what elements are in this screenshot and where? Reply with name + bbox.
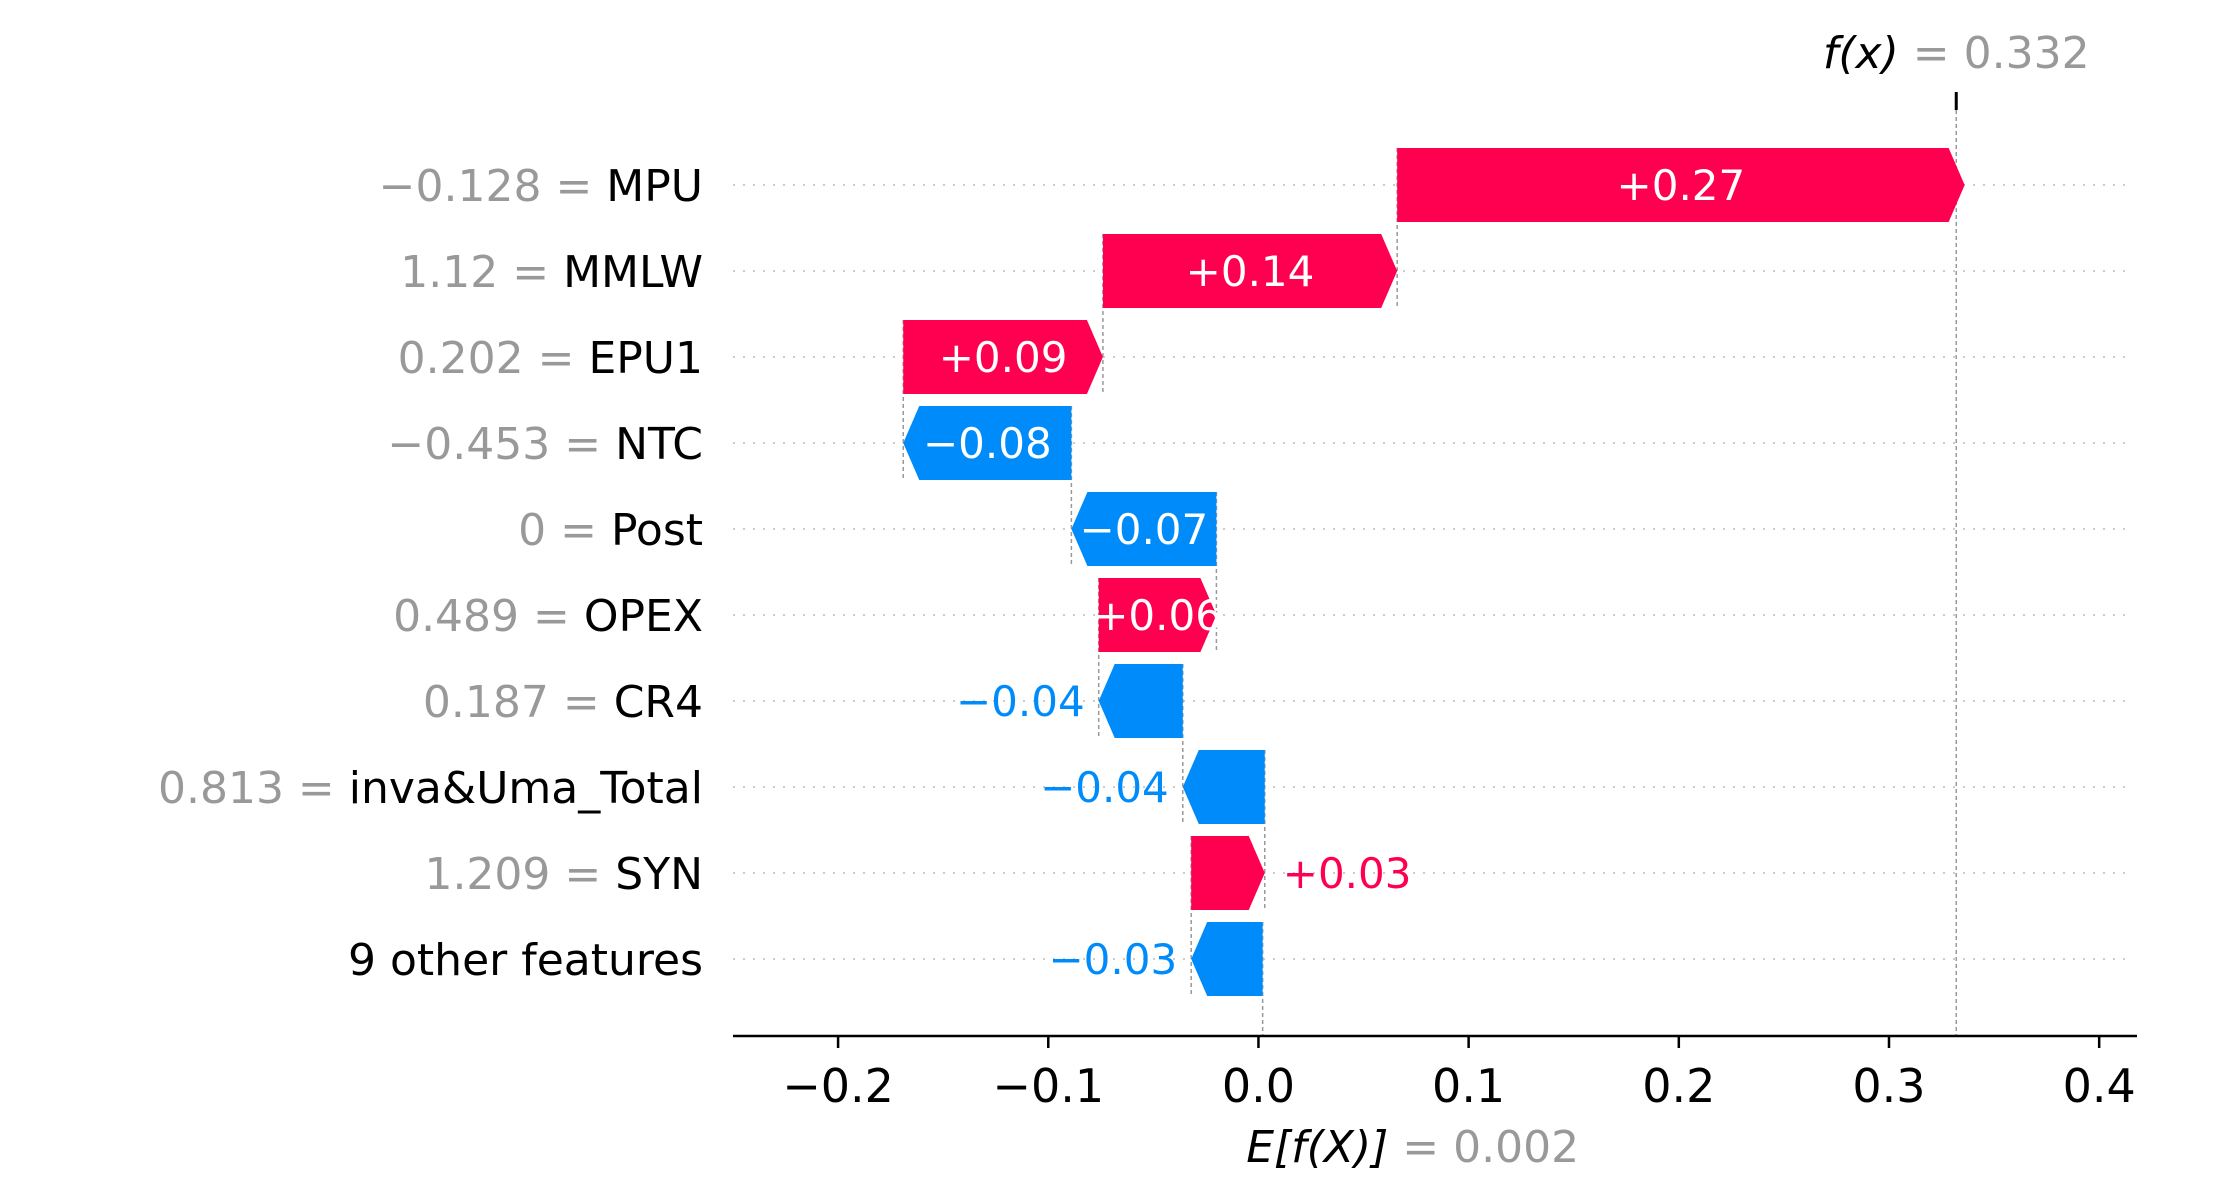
fx-annotation: f(x) = 0.332: [1823, 28, 2090, 110]
contribution-bar: [1191, 836, 1265, 910]
contribution-bar: [1098, 664, 1183, 738]
feature-name: EPU1: [588, 333, 703, 384]
contribution-bar: [1102, 234, 1398, 308]
feature-name: CR4: [614, 677, 703, 728]
feature-label: −0.128 = MPU: [379, 161, 703, 212]
feature-value: 0.813 =: [158, 763, 349, 814]
x-tick-label: 0.2: [1642, 1059, 1715, 1113]
feature-value: −0.128 =: [379, 161, 607, 212]
contribution-bar: [1191, 922, 1263, 996]
base-label: E[f(X)] = 0.002: [1246, 1122, 1579, 1173]
feature-value: 0.202 =: [398, 333, 589, 384]
feature-label: 9 other features: [348, 935, 703, 986]
contribution-label: +0.14: [1186, 247, 1315, 296]
contribution-label: −0.07: [1080, 505, 1209, 554]
contribution-label: +0.06: [1093, 591, 1222, 640]
x-tick-label: 0.1: [1432, 1059, 1505, 1113]
feature-value: 1.209 =: [424, 849, 615, 900]
feature-label: 1.209 = SYN: [424, 849, 703, 900]
fx-symbol: f(x): [1823, 28, 1899, 79]
feature-name: MMLW: [563, 247, 703, 298]
feature-label: −0.453 = NTC: [387, 419, 703, 470]
feature-name: inva&Uma_Total: [349, 763, 703, 814]
contribution-labels: +0.27+0.14+0.09−0.08−0.07+0.06−0.04−0.04…: [923, 161, 1745, 984]
row-gridlines: [733, 184, 2132, 960]
base-value: = 0.002: [1388, 1122, 1579, 1173]
contribution-bar: [1182, 750, 1265, 824]
feature-label: 1.12 = MMLW: [400, 247, 703, 298]
feature-label: 0.489 = OPEX: [393, 591, 703, 642]
base-value-annotation: E[f(X)] = 0.002: [1246, 1122, 1579, 1173]
contribution-label: −0.04: [956, 677, 1085, 726]
feature-label: 0 = Post: [518, 505, 703, 556]
contribution-label: +0.09: [939, 333, 1068, 382]
feature-name: Post: [611, 505, 703, 556]
x-axis: −0.2 −0.1 0.0 0.1 0.2 0.3 0.4: [733, 1034, 2137, 1113]
feature-name: NTC: [615, 419, 703, 470]
feature-label: 0.202 = EPU1: [398, 333, 703, 384]
feature-value: −0.453 =: [387, 419, 615, 470]
feature-labels: −0.128 = MPU 1.12 = MMLW 0.202 = EPU1 −0.45…: [158, 161, 703, 986]
feature-name: OPEX: [584, 591, 703, 642]
fx-label: f(x) = 0.332: [1823, 28, 2090, 79]
feature-value: 0 =: [518, 505, 611, 556]
x-tick-label: 0.0: [1222, 1059, 1295, 1113]
x-tick-label: 0.4: [2063, 1059, 2136, 1113]
feature-name: SYN: [615, 849, 703, 900]
feature-name: 9 other features: [348, 935, 703, 986]
base-symbol: E[f(X)]: [1246, 1122, 1388, 1173]
feature-value: 0.489 =: [393, 591, 584, 642]
x-tick-label: −0.1: [992, 1059, 1104, 1113]
contribution-label: −0.03: [1048, 935, 1177, 984]
feature-label: 0.187 = CR4: [423, 677, 703, 728]
contribution-label: −0.04: [1040, 763, 1169, 812]
x-tick-label: 0.3: [1852, 1059, 1925, 1113]
contribution-label: +0.03: [1283, 849, 1412, 898]
contribution-bar: [1397, 148, 1965, 222]
x-tick-label: −0.2: [782, 1059, 894, 1113]
contribution-label: +0.27: [1617, 161, 1746, 210]
feature-name: MPU: [606, 161, 703, 212]
feature-label: 0.813 = inva&Uma_Total: [158, 763, 703, 814]
contribution-bar: [1098, 578, 1217, 652]
contribution-bar: [903, 406, 1072, 480]
contribution-bars: [903, 148, 1965, 996]
feature-value: 1.12 =: [400, 247, 563, 298]
contribution-label: −0.08: [923, 419, 1052, 468]
connector-lines: [902, 110, 1957, 1036]
contribution-bar: [1071, 492, 1217, 566]
fx-value: = 0.332: [1899, 28, 2090, 79]
contribution-bar: [903, 320, 1103, 394]
feature-value: 0.187 =: [423, 677, 614, 728]
